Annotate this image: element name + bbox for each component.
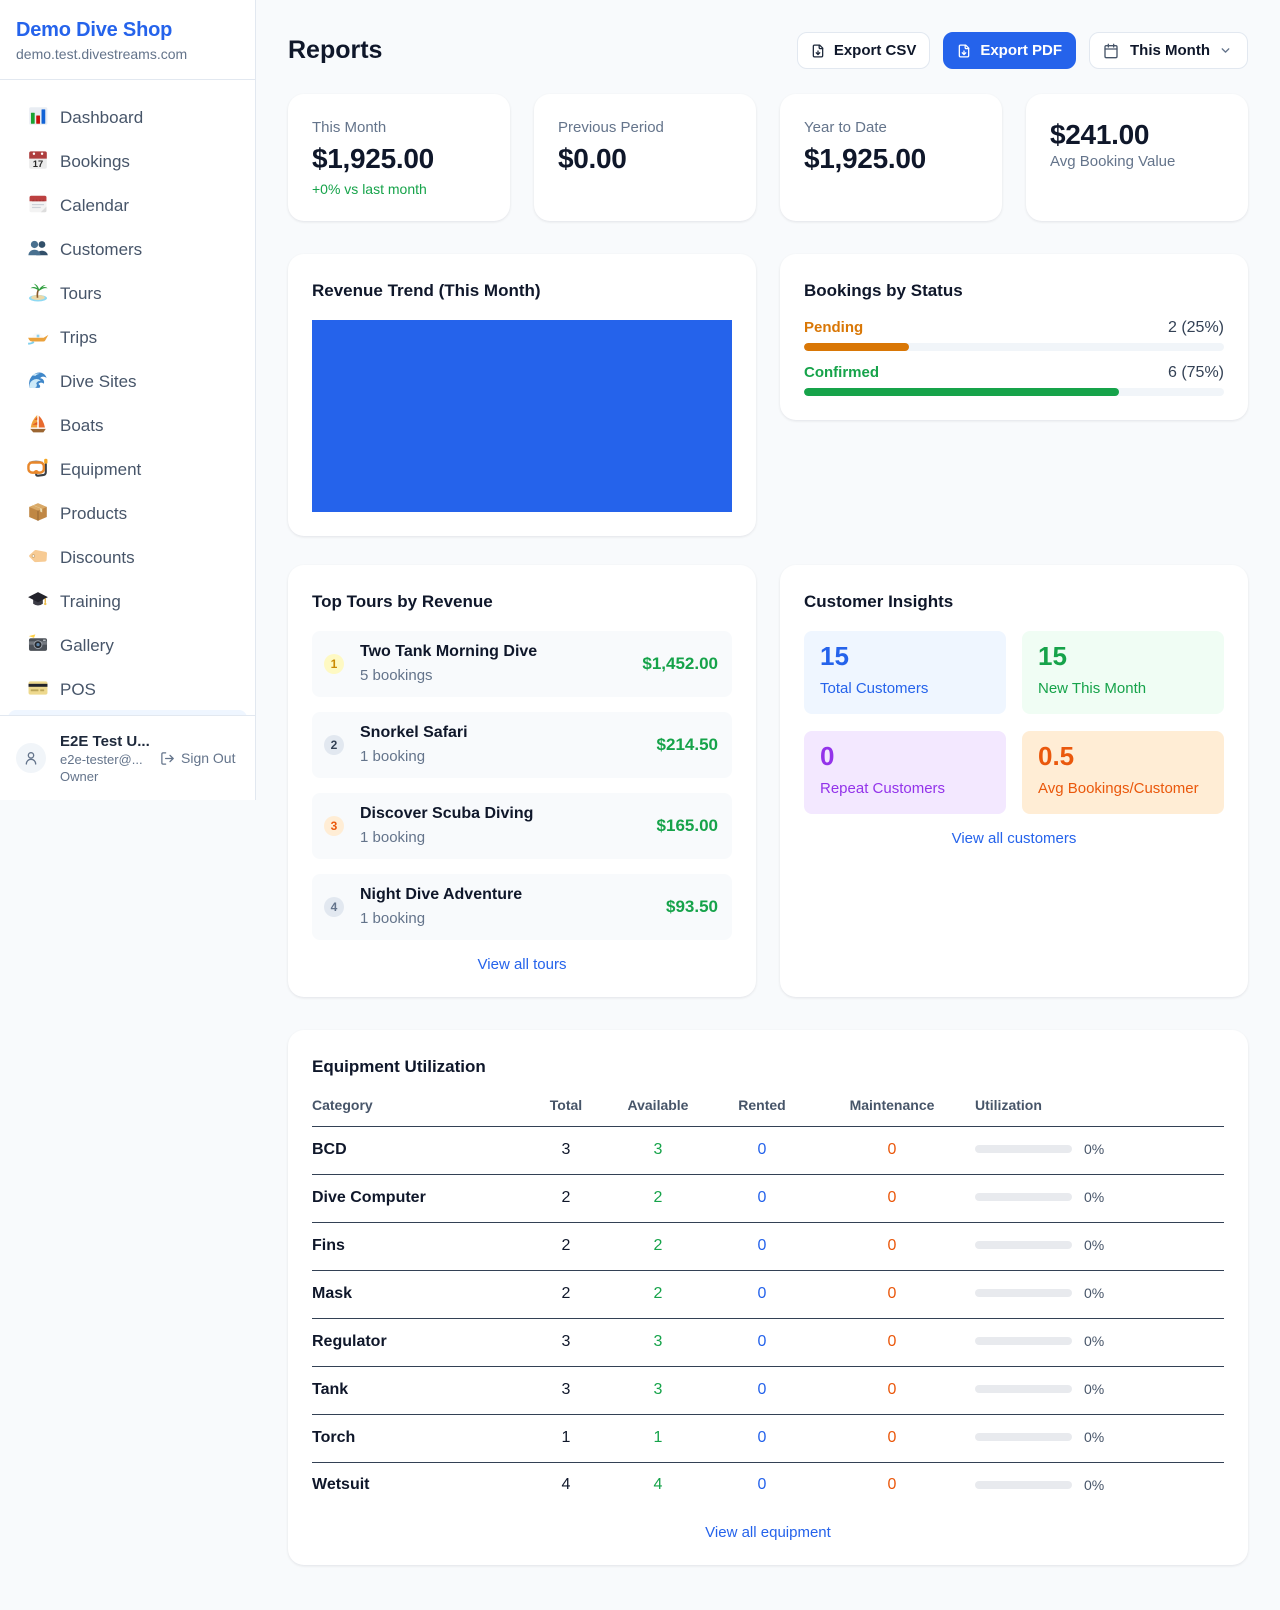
svg-text:17: 17 [33,159,43,169]
